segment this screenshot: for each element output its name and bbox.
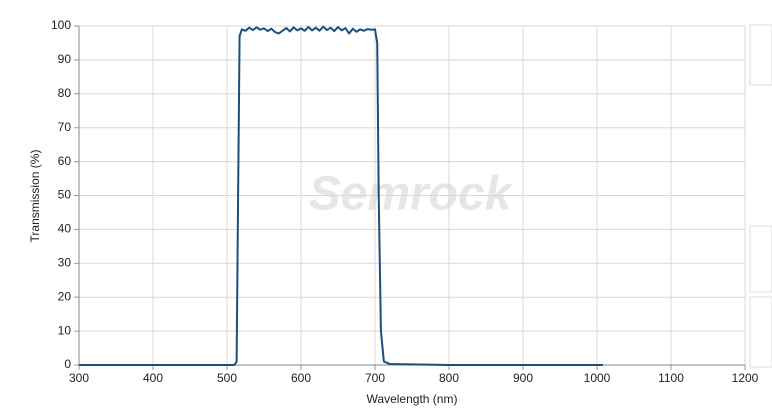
y-tick-label: 30: [58, 255, 72, 269]
y-axis-label: Transmission (%): [28, 150, 42, 243]
x-tick-label: 600: [291, 371, 311, 385]
y-tick-label: 60: [58, 154, 72, 168]
data-line: [79, 25, 603, 366]
x-tick-label: 500: [217, 371, 237, 385]
y-tick-label: 20: [58, 289, 72, 303]
x-tick-label: 1200: [732, 371, 759, 385]
y-tick-label: 10: [58, 323, 72, 337]
watermark: Semrock: [309, 168, 514, 221]
y-tick-label: 70: [58, 120, 72, 134]
x-tick-label: 900: [513, 371, 533, 385]
x-tick-label: 800: [439, 371, 459, 385]
side-panel: [749, 296, 772, 368]
y-tick-label: 40: [58, 222, 72, 236]
x-tick-label: 1100: [658, 371, 684, 385]
x-tick-label: 300: [69, 371, 89, 385]
y-tick-label: 80: [58, 86, 72, 100]
x-tick-label: 1000: [584, 371, 611, 385]
side-panel: [749, 225, 772, 293]
y-tick-label: 90: [58, 52, 72, 66]
y-tick-label: 100: [51, 18, 71, 32]
x-tick-label: 400: [143, 371, 163, 385]
x-tick-label: 700: [365, 371, 385, 385]
y-tick-label: 50: [58, 188, 72, 202]
x-axis-label: Wavelength (nm): [367, 392, 458, 406]
y-tick-label: 0: [64, 357, 71, 371]
side-panel: [749, 24, 772, 86]
